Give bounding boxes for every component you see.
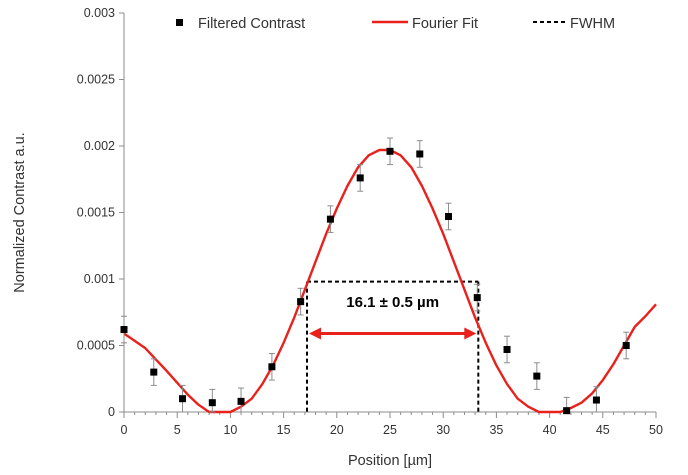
x-ticks: 0 5 10 15 20 25 30 35 40 45 50	[121, 412, 663, 437]
data-point	[120, 326, 128, 334]
data-point	[416, 150, 424, 158]
arrow-head-left	[309, 327, 322, 340]
legend-marker-points	[176, 19, 183, 26]
y-axis-title: Normalized Contrast a.u.	[12, 132, 28, 292]
x-tick-label: 25	[383, 423, 397, 437]
fwhm-arrow	[309, 327, 477, 340]
y-tick-label: 0.0025	[77, 73, 115, 87]
x-tick-label: 50	[649, 423, 663, 437]
legend-label-fourier-fit: Fourier Fit	[412, 16, 478, 32]
data-point	[297, 298, 305, 306]
data-point	[386, 147, 394, 155]
x-tick-label: 15	[277, 423, 291, 437]
data-point	[622, 342, 630, 349]
error-bars	[121, 137, 630, 413]
legend-label-filtered-contrast: Filtered Contrast	[198, 16, 305, 32]
y-tick-label: 0.0005	[77, 339, 115, 353]
axes	[123, 13, 656, 413]
data-point	[473, 294, 481, 302]
y-tick-label: 0	[108, 405, 115, 419]
legend-label-fwhm: FWHM	[570, 16, 615, 32]
data-point	[268, 363, 276, 371]
y-tick-label: 0.003	[84, 6, 115, 20]
x-tick-label: 20	[330, 423, 344, 437]
x-tick-label: 30	[436, 423, 450, 437]
y-ticks: 0 0.0005 0.001 0.0015 0.002 0.0025 0.003	[77, 6, 124, 419]
data-point	[237, 397, 245, 405]
x-tick-label: 0	[121, 423, 128, 437]
y-tick-label: 0.0015	[77, 206, 115, 220]
data-point	[445, 212, 453, 220]
x-tick-label: 10	[223, 423, 237, 437]
x-axis-title: Position [µm]	[348, 453, 432, 469]
data-point	[592, 396, 600, 404]
data-point	[356, 174, 364, 182]
data-point	[179, 395, 187, 403]
data-point	[326, 215, 334, 223]
x-tick-label: 5	[174, 423, 181, 437]
fwhm-annotation: 16.1 ± 0.5 µm	[346, 294, 439, 311]
data-point	[150, 368, 158, 376]
x-tick-label: 35	[489, 423, 503, 437]
y-tick-label: 0.002	[84, 139, 115, 153]
fwhm-box	[306, 280, 480, 412]
y-tick-label: 0.001	[84, 272, 115, 286]
data-point	[563, 407, 571, 415]
legend: Filtered Contrast Fourier Fit FWHM	[176, 16, 615, 32]
fourier-fit-line	[123, 148, 657, 414]
data-point	[503, 345, 511, 353]
x-tick-label: 40	[543, 423, 557, 437]
data-point	[208, 399, 216, 407]
arrow-head-right	[464, 327, 477, 340]
data-point	[533, 372, 541, 380]
data-points	[120, 147, 630, 415]
x-tick-label: 45	[596, 423, 610, 437]
